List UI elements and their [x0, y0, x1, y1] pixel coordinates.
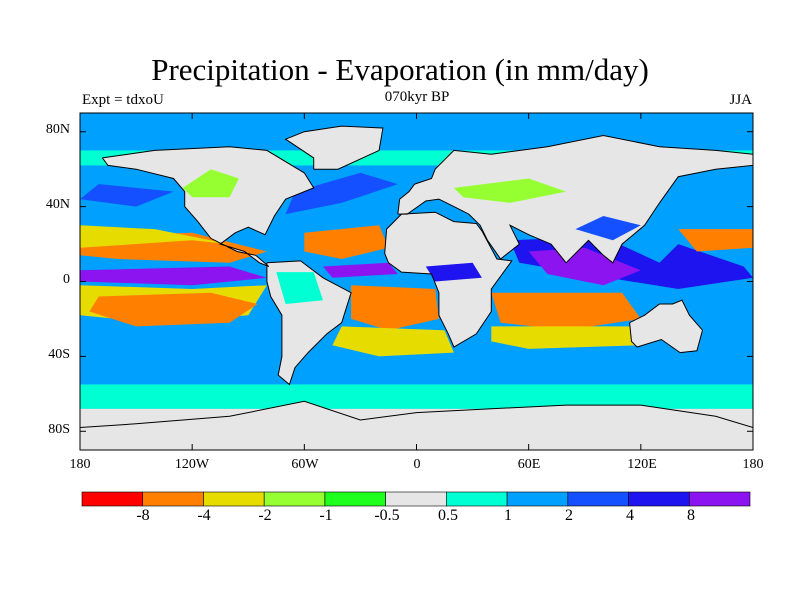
lon-label-60w: 60W	[291, 457, 319, 472]
lon-label-0: 0	[413, 457, 421, 472]
lat-label-40s: 40S	[48, 347, 70, 362]
indian-dry-margin	[491, 326, 641, 349]
southern-ocean-band	[80, 384, 753, 409]
lon-label-120w: 120W	[174, 457, 210, 472]
colorbar-label: 2	[565, 507, 573, 524]
satl-dry-zone	[351, 285, 439, 331]
eurasia-coastline	[397, 134, 753, 264]
central-africa-wet-patch	[425, 262, 482, 282]
australia-coastline	[629, 299, 704, 354]
colorbar-swatch	[324, 491, 386, 507]
colorbar-swatch	[81, 491, 144, 507]
colorbar-label: -4	[197, 507, 211, 524]
colorbar-swatch	[385, 491, 447, 507]
colorbar-label: -0.5	[374, 507, 400, 524]
africa-coastline	[384, 211, 513, 348]
lon-label-180e: 180	[742, 457, 764, 472]
colorbar-label: -8	[136, 507, 150, 524]
lat-label-80s: 80S	[48, 422, 70, 437]
colorbar	[81, 491, 751, 507]
colorbar-swatch	[628, 491, 690, 507]
north-america-coastline	[101, 146, 315, 267]
colorbar-swatch	[506, 491, 569, 507]
satl-dry-margin	[332, 326, 454, 357]
north-america-dry-patch	[182, 169, 239, 198]
colorbar-label: -2	[258, 507, 272, 524]
colorbar-swatch	[688, 491, 751, 507]
period-label: 070kyr BP	[384, 89, 450, 105]
natl-dry-zone	[304, 225, 389, 259]
lon-label-180w: 180	[69, 457, 91, 472]
eurasia-landmass	[397, 135, 753, 263]
amazon-wet-patch	[276, 272, 323, 304]
lon-label-60e: 60E	[517, 457, 541, 472]
colorbar-swatch	[567, 491, 629, 507]
natl-storm-track	[285, 172, 398, 215]
antarctica-landmass	[80, 401, 753, 450]
colorbar-label: -1	[319, 507, 333, 524]
colorbar-swatch	[446, 491, 508, 507]
season-label: JJA	[729, 92, 752, 108]
colorbar-label: 1	[504, 507, 512, 524]
coastlines	[80, 125, 753, 450]
itcz-pacific	[80, 266, 267, 286]
wpac-dry-patch	[678, 229, 753, 252]
south-america-coastline	[266, 260, 352, 386]
lon-label-120e: 120E	[627, 457, 657, 472]
colorbar-swatch	[142, 491, 204, 507]
antarctica-coastline	[80, 400, 753, 450]
colorbar-label: 0.5	[438, 507, 458, 524]
map-ticks	[79, 113, 754, 450]
map-plot-area	[80, 113, 753, 450]
experiment-label: Expt = tdxoU	[82, 92, 164, 108]
npac-dry-margin	[80, 225, 230, 248]
colorbar-swatch	[203, 491, 265, 507]
monsoon-core	[528, 247, 641, 286]
east-asia-wet-patch	[575, 216, 641, 241]
itcz-atlantic	[323, 262, 398, 278]
lat-label-0: 0	[63, 272, 70, 287]
north-america-landmass	[102, 146, 314, 267]
greenland-landmass	[285, 126, 383, 170]
pme-shaded-bands	[80, 113, 753, 450]
eurasia-dry-patch	[453, 178, 567, 203]
colorbar-label: 4	[626, 507, 634, 524]
map-title: Precipitation - Evaporation (in mm/day)	[151, 52, 649, 87]
lat-label-40n: 40N	[45, 197, 70, 212]
spac-dry-zone	[89, 292, 258, 327]
lat-label-80n: 80N	[45, 122, 70, 137]
indian-dry-zone	[491, 292, 641, 331]
colorbar-label: 8	[687, 507, 695, 524]
colorbar-swatch	[263, 491, 326, 507]
greenland-coastline	[284, 125, 384, 170]
npac-storm-track	[80, 184, 174, 207]
